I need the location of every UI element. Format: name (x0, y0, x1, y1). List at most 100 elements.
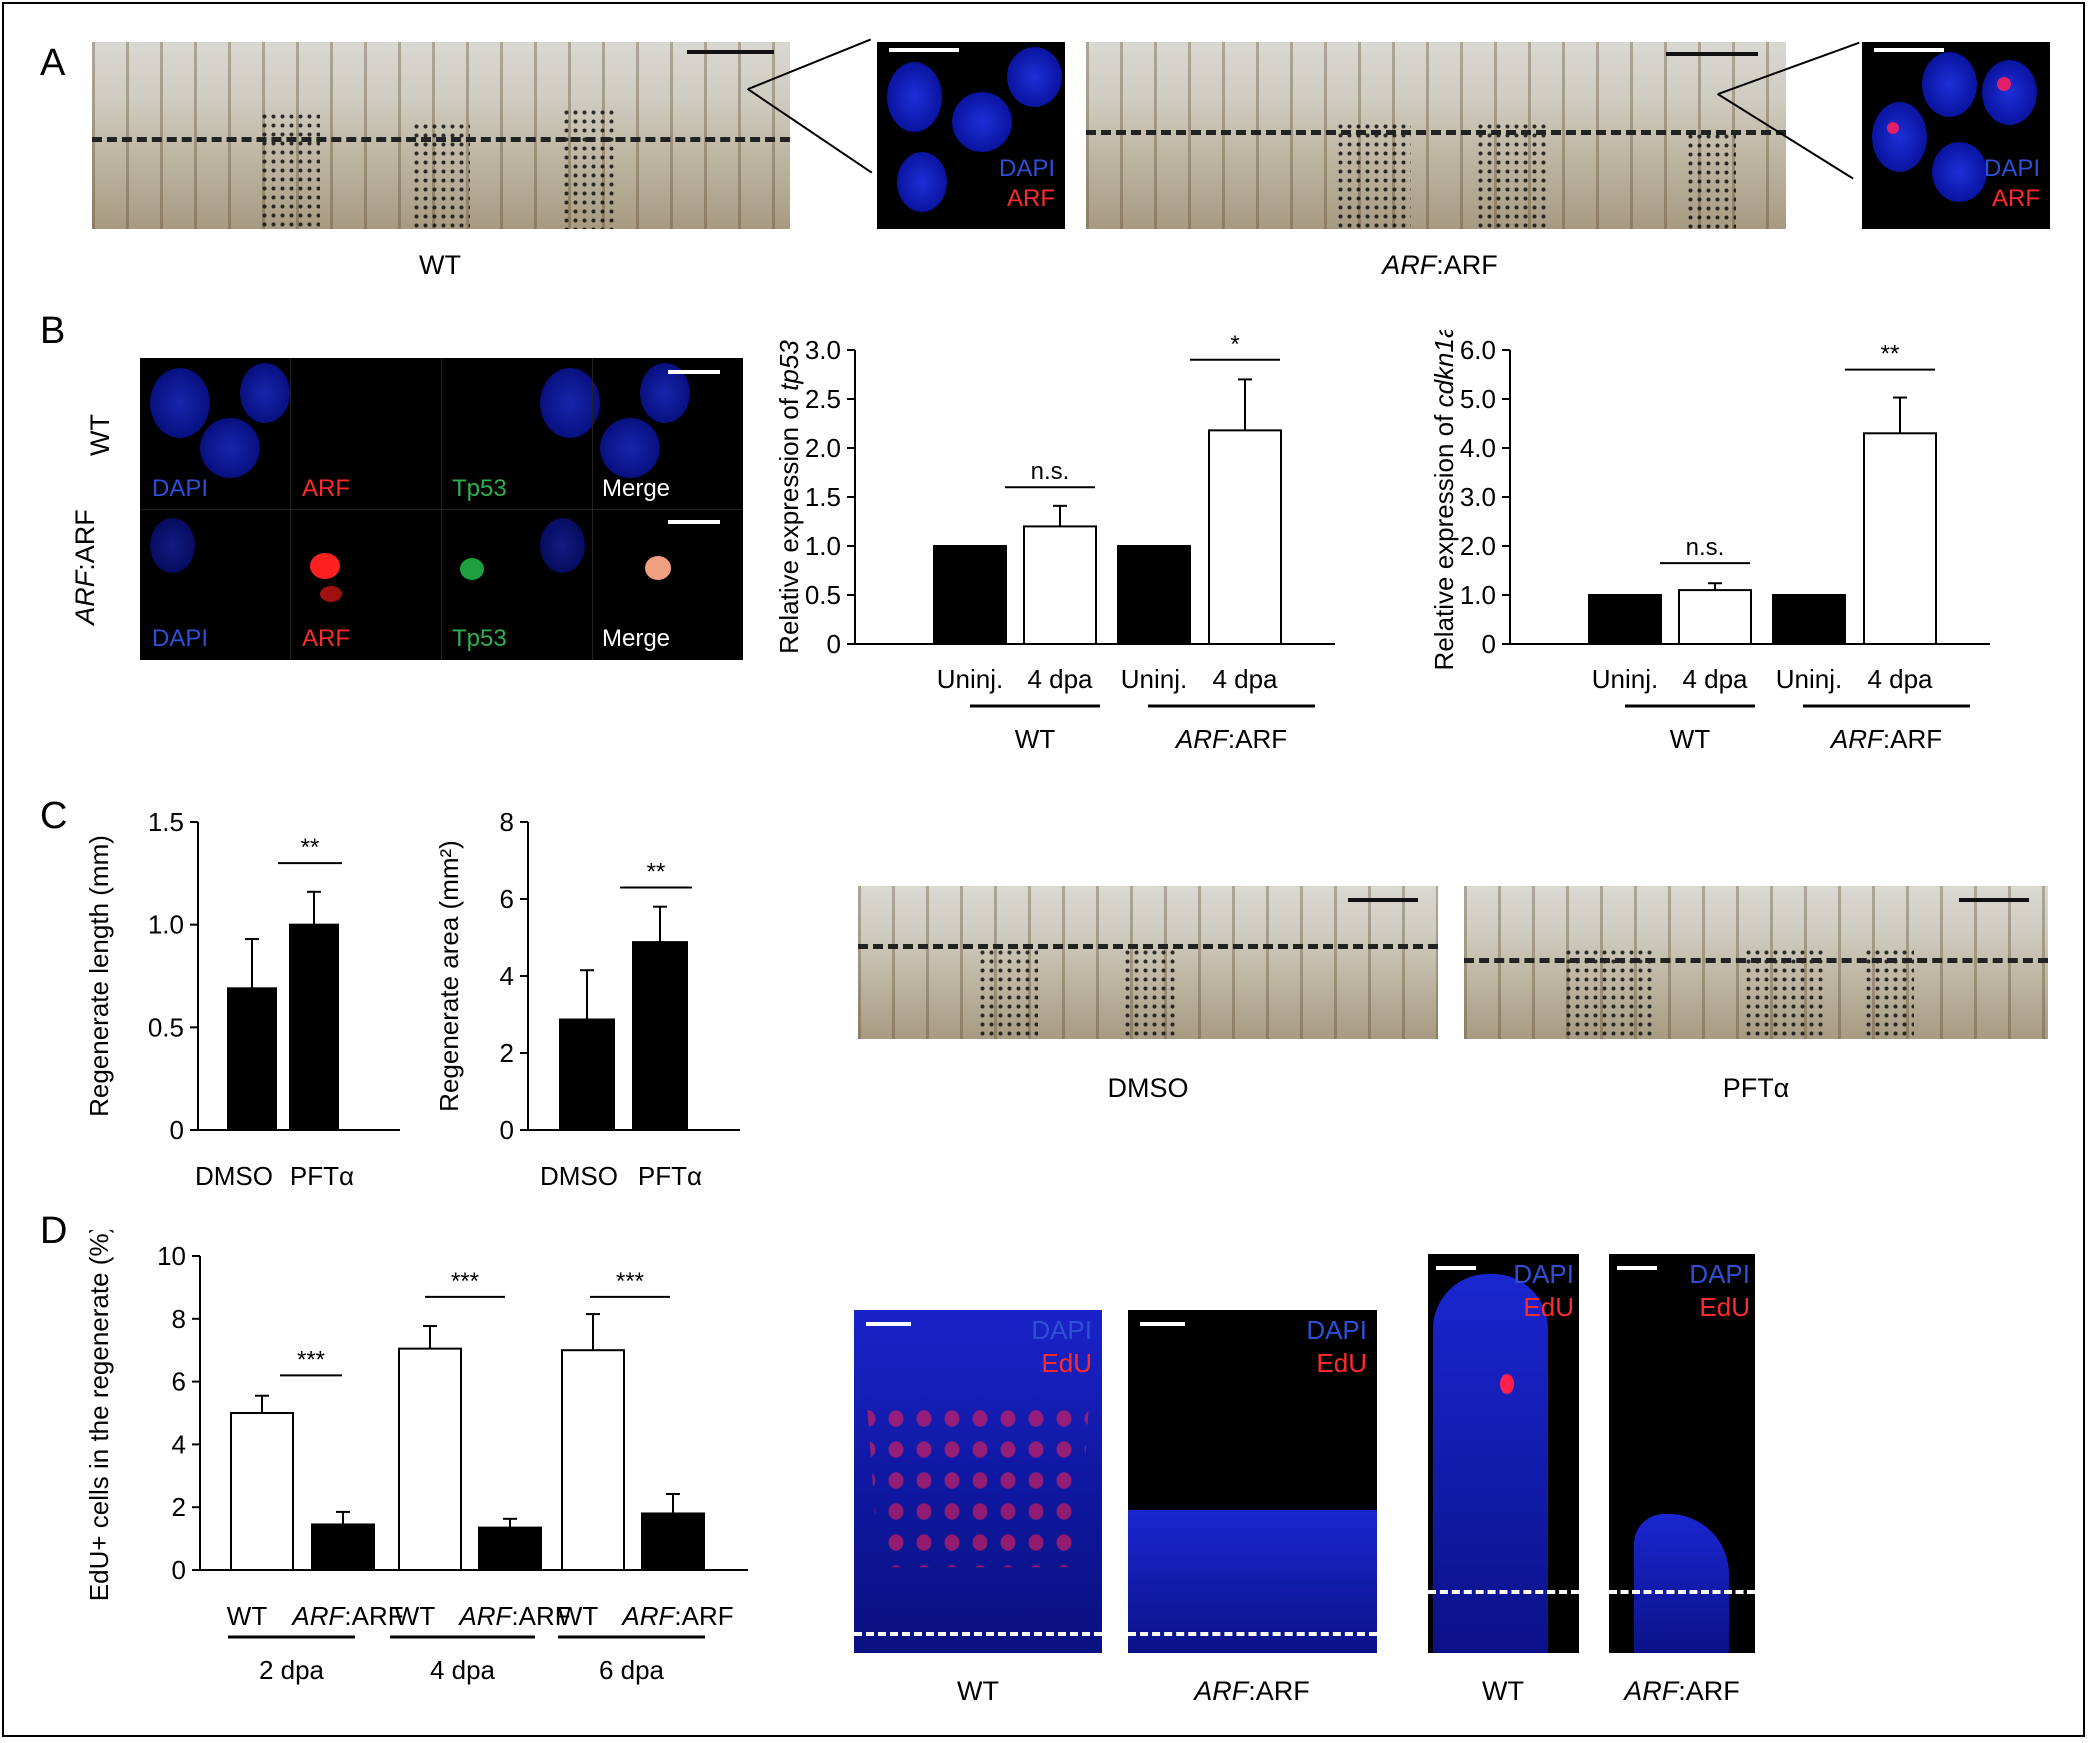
group-label: WT (1015, 724, 1056, 754)
edu-caption: ARF:ARF (1194, 1676, 1310, 1706)
arf-label: ARF (1992, 185, 2040, 212)
edu-percentage-chart: 0 2 4 6 8 10 EdU+ cells in the regenerate (%) W… (84, 1230, 748, 1685)
group-label: 4 dpa (430, 1655, 496, 1685)
tp53-label: Tp53 (452, 625, 507, 652)
edu-caption: ARF:ARF (1624, 1676, 1740, 1706)
x-tick-label: Uninj. (1592, 664, 1658, 694)
row-label-wt: WT (85, 414, 115, 456)
x-tick-label: WT (558, 1601, 599, 1631)
y-tick-label: 2.0 (1460, 531, 1496, 561)
x-tick-label: PFTα (638, 1161, 702, 1191)
y-tick-label: 6 (500, 884, 514, 914)
bar (1023, 525, 1097, 645)
arf-label: ARF (302, 625, 350, 652)
y-tick-label: 2.0 (805, 433, 841, 463)
y-tick-label: 2 (172, 1492, 186, 1522)
arf-label: ARF (302, 475, 350, 502)
immunostain-grid: DAPI ARF Tp53 Merge DAPI ARF Tp53 Merge (140, 358, 743, 660)
dapi-label: DAPI (1306, 1315, 1367, 1345)
bar (227, 987, 277, 1131)
x-tick-label: ARF:ARF (620, 1601, 733, 1631)
significance-label: n.s. (1031, 458, 1070, 485)
panel-letter-b: B (40, 310, 66, 352)
edu-label: EdU (1699, 1292, 1750, 1322)
y-tick-label: 8 (500, 807, 514, 837)
dmso-caption: DMSO (1107, 1073, 1189, 1103)
regenerate-length-chart: 0 0.5 1.0 1.5 Regenerate length (mm) DMSO PFTα… (84, 807, 400, 1191)
dapi-label: DAPI (1689, 1259, 1750, 1289)
y-axis-label: Regenerate length (mm) (84, 835, 114, 1117)
bar (1678, 589, 1752, 646)
dmso-fin-photo (858, 886, 1438, 1039)
bar (1863, 432, 1937, 645)
merge-label: Merge (602, 475, 671, 502)
significance-label: ** (301, 834, 320, 861)
dapi-label: DAPI (1031, 1315, 1092, 1345)
y-tick-label: 8 (172, 1304, 186, 1334)
wt-inset-image: DAPI ARF (877, 42, 1065, 229)
y-tick-label: 1.0 (805, 531, 841, 561)
y-tick-label: 4.0 (1460, 433, 1496, 463)
y-tick-label: 1.5 (805, 482, 841, 512)
y-tick-label: 10 (157, 1241, 186, 1271)
x-tick-label: ARF:ARF (290, 1601, 403, 1631)
y-tick-label: 3.0 (1460, 482, 1496, 512)
row-label-arf: ARF:ARF (70, 509, 100, 625)
arf-inset-image: DAPI ARF (1862, 42, 2050, 229)
y-axis-label: EdU+ cells in the regenerate (%) (84, 1230, 114, 1601)
y-tick-label: 2.5 (805, 384, 841, 414)
y-tick-label: 5.0 (1460, 384, 1496, 414)
edu-caption: WT (957, 1676, 999, 1706)
y-tick-label: 0.5 (148, 1012, 184, 1042)
panel-letter-d: D (40, 1210, 68, 1252)
edu-arf-image-2: DAPI EdU (1609, 1254, 1755, 1653)
bar (1588, 594, 1662, 645)
edu-label: EdU (1041, 1348, 1092, 1378)
bar (1772, 594, 1846, 645)
panel-letter-a: A (40, 42, 66, 84)
bar (561, 1349, 625, 1571)
significance-label: *** (297, 1346, 325, 1373)
group-label: 6 dpa (599, 1655, 665, 1685)
edu-wt-image-2: DAPI EdU (1428, 1254, 1579, 1653)
significance-label: ** (647, 858, 666, 885)
significance-label: n.s. (1686, 534, 1725, 561)
x-tick-label: 4 dpa (1867, 664, 1933, 694)
bar (289, 923, 339, 1131)
group-label: WT (1670, 724, 1711, 754)
bar (311, 1523, 375, 1571)
y-axis-label: Relative expression of cdkn1a (1429, 330, 1459, 670)
significance-label: ** (1881, 341, 1900, 368)
edu-caption: WT (1482, 1676, 1524, 1706)
arf-caption: ARF:ARF (1382, 250, 1498, 280)
x-tick-label: 4 dpa (1212, 664, 1278, 694)
x-tick-label: PFTα (290, 1161, 354, 1191)
y-tick-label: 0.5 (805, 580, 841, 610)
pfta-fin-photo (1464, 886, 2048, 1039)
y-tick-label: 0 (172, 1555, 186, 1585)
x-tick-label: ARF:ARF (457, 1601, 570, 1631)
y-tick-label: 0 (500, 1115, 514, 1145)
y-tick-label: 1.0 (148, 910, 184, 940)
dapi-label: DAPI (152, 625, 209, 652)
bar (1208, 429, 1282, 645)
dapi-label: DAPI (1513, 1259, 1574, 1289)
tp53-label: Tp53 (452, 475, 507, 502)
bar (559, 1018, 615, 1132)
bar (478, 1526, 542, 1571)
group-label: ARF:ARF (1829, 724, 1942, 754)
edu-label: EdU (1523, 1292, 1574, 1322)
x-tick-label: Uninj. (937, 664, 1003, 694)
dapi-label: DAPI (1983, 155, 2040, 182)
x-tick-label: 4 dpa (1027, 664, 1093, 694)
arf-label: ARF (1007, 185, 1055, 212)
x-tick-label: DMSO (195, 1161, 273, 1191)
y-axis-label: Regenerate area (mm²) (434, 840, 464, 1112)
panel-letter-c: C (40, 795, 68, 837)
group-label: ARF:ARF (1174, 724, 1287, 754)
group-label: 2 dpa (259, 1655, 325, 1685)
edu-label: EdU (1316, 1348, 1367, 1378)
y-tick-label: 0 (827, 629, 841, 659)
wt-fin-photo (92, 42, 790, 229)
